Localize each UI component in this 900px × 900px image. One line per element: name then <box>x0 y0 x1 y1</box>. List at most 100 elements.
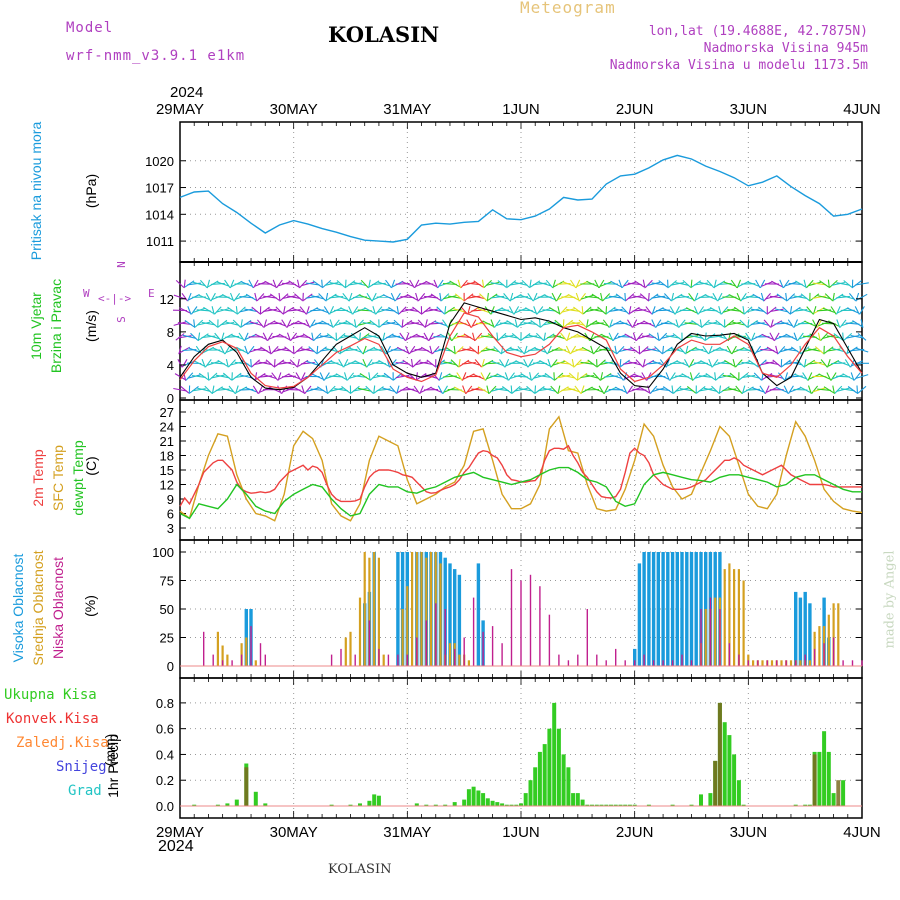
wind-barb <box>485 281 500 286</box>
wind-barb <box>348 306 353 315</box>
wind-barb <box>421 306 431 315</box>
wind-barb <box>547 345 552 355</box>
wind-barb <box>419 361 434 366</box>
wind-barb <box>313 332 322 341</box>
wind-barb <box>217 319 228 328</box>
wind-barb <box>523 345 528 355</box>
wind-barb <box>258 385 263 395</box>
wind-barb <box>545 279 554 289</box>
wind-barb <box>476 307 490 314</box>
wind-barb <box>702 345 709 355</box>
wind-barb <box>192 375 206 378</box>
wind-barb <box>730 279 738 289</box>
wind-barb <box>712 292 718 302</box>
wind-barb <box>438 361 453 365</box>
wind-barb <box>216 281 229 287</box>
y-tick-label: 15 <box>160 463 174 478</box>
cloud-high-bar <box>666 552 670 666</box>
wind-barb <box>323 306 330 315</box>
wind-barb <box>638 386 650 394</box>
total-rain-bar <box>253 791 258 806</box>
wind-barb <box>244 308 258 313</box>
wind-barb <box>339 307 352 314</box>
cloud-low-bar <box>861 660 863 666</box>
wind-barb <box>453 386 466 393</box>
wind-barb <box>237 306 246 315</box>
total-rain-bar <box>817 751 822 806</box>
wind-barb <box>282 306 286 315</box>
wind-barb <box>745 332 752 342</box>
total-rain-bar <box>348 804 353 806</box>
wind-barb <box>723 281 736 287</box>
wind-barb <box>371 292 377 302</box>
wind-barb <box>424 308 438 313</box>
wind-barb <box>359 333 370 341</box>
cloud-low-bar <box>842 660 844 666</box>
wind-barb <box>793 295 808 299</box>
total-rain-bar <box>514 804 519 806</box>
wind-barb <box>711 359 719 368</box>
wind-barb <box>187 292 192 302</box>
wind-barb <box>578 319 587 328</box>
wind-barb <box>437 279 444 289</box>
cloud-mid-bar <box>401 609 404 666</box>
wind-barb <box>580 385 585 394</box>
wind-barb <box>729 372 739 381</box>
wind-barb <box>429 386 442 393</box>
wind-barb <box>735 359 743 368</box>
wind-barb <box>240 319 243 328</box>
wind-barb <box>378 359 390 367</box>
total-rain-bar <box>552 702 557 806</box>
wind-barb <box>678 319 686 328</box>
wind-barb <box>763 319 771 328</box>
wind-barb <box>827 279 830 289</box>
cloud-low-bar <box>747 660 749 666</box>
total-rain-bar <box>462 799 467 806</box>
wind-barb <box>441 293 450 302</box>
wind-barb <box>731 345 737 355</box>
wind-barb <box>786 293 796 302</box>
wind-barb <box>608 332 614 342</box>
wind-barb <box>402 319 413 328</box>
wind-barb <box>766 346 778 354</box>
wind-barb <box>444 306 455 314</box>
wind-barb <box>352 306 359 315</box>
wind-barb <box>624 333 636 341</box>
y-tick-label: 0 <box>167 391 174 406</box>
wind-barb <box>495 388 509 392</box>
wind-barb <box>628 361 642 366</box>
wind-barb <box>377 281 390 287</box>
wind-barb <box>241 359 252 367</box>
wind-barb <box>509 282 524 286</box>
x-tick-label-bottom: 3JUN <box>730 824 768 841</box>
wind-barb <box>765 361 779 366</box>
wind-barb <box>224 279 231 289</box>
wind-barb <box>479 293 488 302</box>
wind-barb <box>699 319 703 328</box>
wind-barb <box>456 372 463 381</box>
wind-barb <box>204 385 213 394</box>
wind-barb <box>253 361 268 366</box>
cloud-mid-bar <box>780 660 783 666</box>
wind-barb <box>405 332 410 342</box>
wind-barb <box>299 306 307 315</box>
wind-barb <box>329 282 344 286</box>
wind-barb <box>747 281 760 287</box>
total-rain-bar <box>367 800 372 806</box>
wind-barb <box>668 280 677 288</box>
model-name: wrf-nmm_v3.9.1 e1km <box>66 48 246 64</box>
wind-barb <box>415 292 419 302</box>
wind-barb <box>329 319 334 328</box>
wind-barb <box>258 361 273 366</box>
wind-barb <box>855 292 860 302</box>
wind-barb <box>519 321 533 326</box>
total-rain-bar <box>822 731 827 806</box>
wind-barb <box>288 280 299 288</box>
y-tick-label: 75 <box>160 574 174 589</box>
wind-barb <box>752 293 764 301</box>
wind-barb <box>603 385 609 394</box>
cloud-high-bar <box>396 552 400 666</box>
wind-barb <box>720 332 729 341</box>
wind-barb <box>482 320 494 327</box>
wind-barb <box>250 359 252 368</box>
